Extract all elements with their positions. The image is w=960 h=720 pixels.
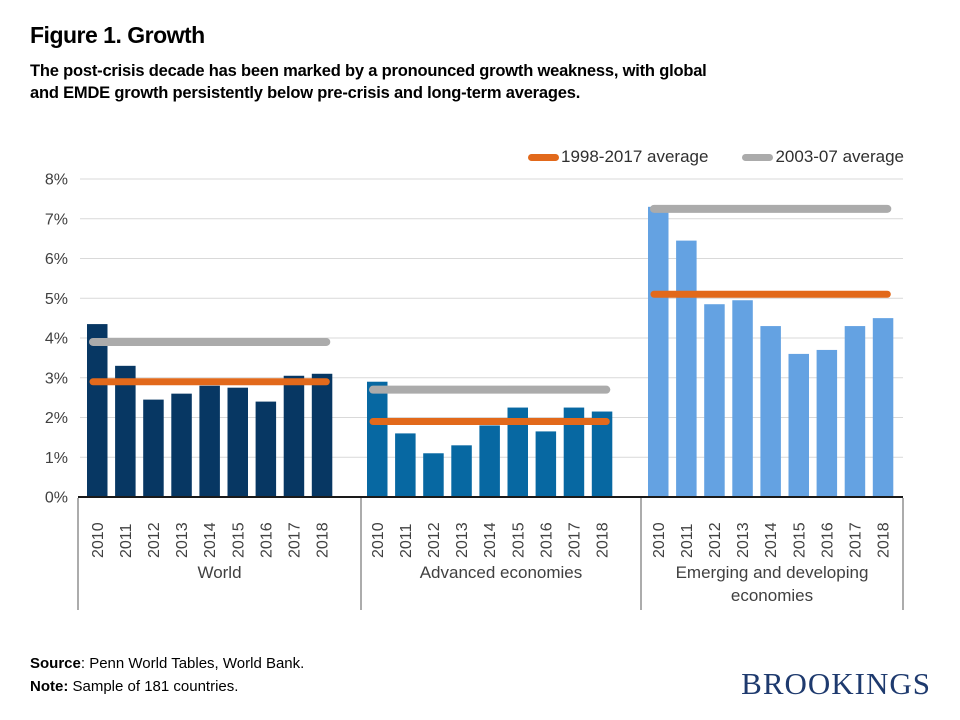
year-label-world-2014: 2014 bbox=[202, 522, 219, 558]
year-label-emerging-and-developing-economies-2012: 2012 bbox=[707, 522, 724, 558]
y-tick-label-0: 0% bbox=[45, 490, 68, 507]
note-line: Note: Sample of 181 countries. bbox=[30, 678, 304, 695]
chart-canvas: 0% 1% 2% 3% 4% 5% 6% 7% 8% 2010 2011 2012 2013 2014 20… bbox=[45, 172, 904, 610]
year-label-emerging-and-developing-economies-2014: 2014 bbox=[763, 522, 780, 558]
y-tick-label-6: 6% bbox=[45, 251, 68, 268]
bar-emerging-and-developing-economies-2018 bbox=[872, 318, 894, 497]
bar-advanced-economies-2018 bbox=[591, 411, 613, 497]
year-label-emerging-and-developing-economies-2011: 2011 bbox=[679, 523, 696, 558]
bar-advanced-economies-2013 bbox=[451, 445, 472, 497]
year-label-world-2013: 2013 bbox=[174, 522, 191, 558]
year-label-world-2016: 2016 bbox=[258, 522, 275, 558]
bar-world-2014 bbox=[199, 385, 220, 497]
bar-emerging-and-developing-economies-2012 bbox=[704, 304, 725, 497]
figure-subtitle-line1: The post-crisis decade has been marked b… bbox=[30, 62, 707, 80]
year-label-world-2015: 2015 bbox=[230, 522, 247, 558]
year-label-emerging-and-developing-economies-2016: 2016 bbox=[819, 522, 836, 558]
bar-emerging-and-developing-economies-2015 bbox=[788, 353, 809, 497]
bar-emerging-and-developing-economies-2016 bbox=[816, 349, 838, 497]
year-label-world-2017: 2017 bbox=[286, 522, 303, 558]
y-tick-label-4: 4% bbox=[45, 331, 68, 348]
source-label: Source bbox=[30, 655, 81, 672]
bar-emerging-and-developing-economies-2010 bbox=[648, 206, 669, 497]
bar-emerging-and-developing-economies-2017 bbox=[844, 326, 866, 497]
legend-dash-1998-2017-average bbox=[527, 153, 559, 161]
year-label-emerging-and-developing-economies-2013: 2013 bbox=[735, 522, 752, 558]
year-label-advanced-economies-2016: 2016 bbox=[538, 522, 555, 558]
bar-world-2011 bbox=[115, 365, 136, 497]
bar-advanced-economies-2016 bbox=[535, 431, 557, 497]
year-label-emerging-and-developing-economies-2010: 2010 bbox=[651, 522, 668, 558]
group-label-emerging-and-developing-economies-line1: Emerging and developing bbox=[676, 563, 869, 582]
year-label-world-2011: 2011 bbox=[118, 523, 135, 558]
brookings-logo: BROOKINGS bbox=[741, 666, 931, 701]
y-tick-label-8: 8% bbox=[45, 172, 68, 189]
legend-label-2003-07-average: 2003-07 average bbox=[775, 147, 904, 166]
legend-item-2003-07-average: 2003-07 average bbox=[742, 147, 904, 167]
year-label-world-2018: 2018 bbox=[315, 522, 332, 558]
bar-emerging-and-developing-economies-2014 bbox=[760, 326, 781, 497]
group-label-emerging-and-developing-economies-line2: economies bbox=[731, 586, 813, 605]
year-label-advanced-economies-2011: 2011 bbox=[398, 523, 415, 558]
year-label-advanced-economies-2013: 2013 bbox=[454, 522, 471, 558]
y-tick-label-2: 2% bbox=[45, 410, 68, 427]
year-label-advanced-economies-2012: 2012 bbox=[426, 522, 443, 558]
year-label-world-2010: 2010 bbox=[90, 522, 107, 558]
year-label-emerging-and-developing-economies-2017: 2017 bbox=[847, 522, 864, 558]
chart-notes: Source: Penn World Tables, World Bank. N… bbox=[30, 655, 304, 701]
bar-emerging-and-developing-economies-2013 bbox=[732, 300, 753, 497]
bar-advanced-economies-2012 bbox=[423, 453, 444, 497]
legend-label-1998-2017-average: 1998-2017 average bbox=[560, 147, 709, 166]
note-label: Note: bbox=[30, 678, 69, 695]
bar-world-2013 bbox=[171, 393, 192, 497]
bar-world-2012 bbox=[143, 399, 164, 497]
year-label-advanced-economies-2014: 2014 bbox=[482, 522, 499, 558]
source-line: Source: Penn World Tables, World Bank. bbox=[30, 655, 304, 672]
bar-world-2010 bbox=[87, 324, 108, 497]
bar-world-2017 bbox=[283, 375, 305, 497]
note-text: Sample of 181 countries. bbox=[68, 678, 239, 695]
figure-subtitle-line2: and EMDE growth persistently below pre-c… bbox=[30, 84, 581, 102]
growth-bar-chart: 0% 1% 2% 3% 4% 5% 6% 7% 8% 2010 2011 2012 2013 2014 20… bbox=[0, 135, 960, 620]
bar-world-2015 bbox=[227, 387, 248, 497]
y-tick-label-3: 3% bbox=[45, 370, 68, 387]
year-label-emerging-and-developing-economies-2018: 2018 bbox=[876, 522, 893, 558]
figure-title: Figure 1. Growth bbox=[30, 22, 205, 48]
year-label-advanced-economies-2010: 2010 bbox=[370, 522, 387, 558]
year-label-advanced-economies-2018: 2018 bbox=[595, 522, 612, 558]
chart-legend: 1998-2017 average 2003-07 average bbox=[527, 147, 904, 167]
legend-dash-2003-07-average bbox=[742, 153, 774, 161]
group-label-advanced-economies: Advanced economies bbox=[420, 563, 583, 582]
legend-item-1998-2017-average: 1998-2017 average bbox=[527, 147, 709, 167]
bar-advanced-economies-2014 bbox=[479, 425, 500, 497]
year-label-advanced-economies-2015: 2015 bbox=[510, 522, 527, 558]
bar-advanced-economies-2011 bbox=[395, 433, 416, 497]
bar-world-2018 bbox=[311, 373, 333, 497]
year-label-world-2012: 2012 bbox=[146, 522, 163, 558]
year-label-emerging-and-developing-economies-2015: 2015 bbox=[791, 522, 808, 558]
source-text: : Penn World Tables, World Bank. bbox=[80, 655, 305, 672]
year-label-advanced-economies-2017: 2017 bbox=[566, 522, 583, 558]
group-label-world: World bbox=[197, 563, 241, 582]
y-tick-label-1: 1% bbox=[45, 450, 68, 467]
bar-advanced-economies-2010 bbox=[367, 381, 388, 497]
bar-advanced-economies-2017 bbox=[563, 407, 585, 497]
bar-advanced-economies-2015 bbox=[507, 407, 528, 497]
y-tick-label-7: 7% bbox=[45, 211, 68, 228]
bar-world-2016 bbox=[255, 401, 277, 497]
y-tick-label-5: 5% bbox=[45, 291, 68, 308]
bar-emerging-and-developing-economies-2011 bbox=[676, 240, 697, 498]
